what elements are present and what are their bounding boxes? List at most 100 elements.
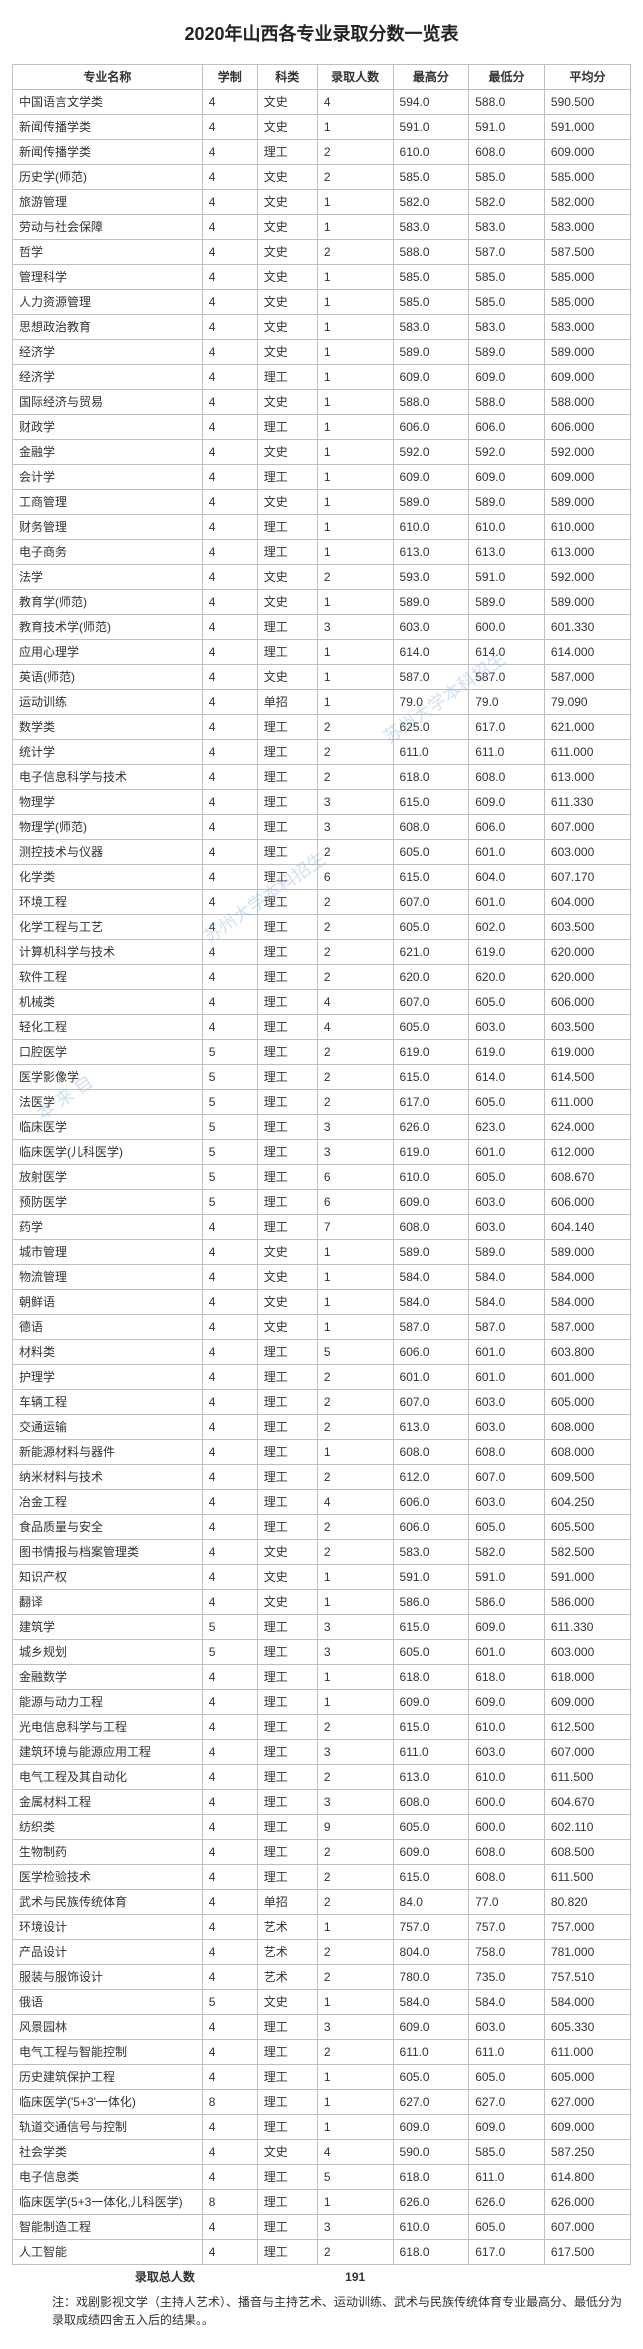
cell: 609.0 xyxy=(469,465,545,490)
cell: 804.0 xyxy=(393,1940,469,1965)
cell: 603.0 xyxy=(469,1490,545,1515)
cell: 4 xyxy=(202,790,257,815)
cell: 理工 xyxy=(257,365,317,390)
cell: 603.0 xyxy=(469,2015,545,2040)
cell: 管理科学 xyxy=(13,265,203,290)
cell: 4 xyxy=(202,190,257,215)
cell: 1 xyxy=(317,690,393,715)
cell: 经济学 xyxy=(13,340,203,365)
cell: 新能源材料与器件 xyxy=(13,1440,203,1465)
cell: 4 xyxy=(317,990,393,1015)
cell: 理工 xyxy=(257,1690,317,1715)
cell: 文史 xyxy=(257,265,317,290)
empty-cell xyxy=(544,2265,630,2290)
cell: 600.0 xyxy=(469,1815,545,1840)
cell: 翻译 xyxy=(13,1590,203,1615)
cell: 1 xyxy=(317,1990,393,2015)
cell: 旅游管理 xyxy=(13,190,203,215)
cell: 理工 xyxy=(257,2190,317,2215)
cell: 文史 xyxy=(257,190,317,215)
cell: 2 xyxy=(317,240,393,265)
table-row: 财务管理4理工1610.0610.0610.000 xyxy=(13,515,631,540)
cell: 3 xyxy=(317,1790,393,1815)
cell: 2 xyxy=(317,940,393,965)
cell: 理工 xyxy=(257,840,317,865)
cell: 2 xyxy=(317,2240,393,2265)
cell: 612.500 xyxy=(544,1715,630,1740)
cell: 618.000 xyxy=(544,1665,630,1690)
cell: 620.0 xyxy=(393,965,469,990)
total-value: 191 xyxy=(317,2265,393,2290)
cell: 611.000 xyxy=(544,2040,630,2065)
cell: 材料类 xyxy=(13,1340,203,1365)
empty-cell xyxy=(393,2265,469,2290)
cell: 591.0 xyxy=(469,1565,545,1590)
cell: 理工 xyxy=(257,1640,317,1665)
cell: 780.0 xyxy=(393,1965,469,1990)
cell: 4 xyxy=(202,165,257,190)
cell: 584.000 xyxy=(544,1290,630,1315)
cell: 591.0 xyxy=(393,1565,469,1590)
cell: 图书情报与档案管理类 xyxy=(13,1540,203,1565)
cell: 618.0 xyxy=(393,1665,469,1690)
cell: 电子信息科学与技术 xyxy=(13,765,203,790)
cell: 603.0 xyxy=(469,1190,545,1215)
cell: 城市管理 xyxy=(13,1240,203,1265)
cell: 4 xyxy=(202,1540,257,1565)
cell: 603.800 xyxy=(544,1340,630,1365)
cell: 615.0 xyxy=(393,1715,469,1740)
cell: 612.0 xyxy=(393,1465,469,1490)
cell: 1 xyxy=(317,1265,393,1290)
cell: 4 xyxy=(202,840,257,865)
cell: 610.0 xyxy=(393,2215,469,2240)
cell: 理工 xyxy=(257,2015,317,2040)
table-row: 能源与动力工程4理工1609.0609.0609.000 xyxy=(13,1690,631,1715)
cell: 4 xyxy=(202,940,257,965)
cell: 617.0 xyxy=(469,715,545,740)
cell: 585.0 xyxy=(393,265,469,290)
cell: 4 xyxy=(317,2140,393,2165)
cell: 2 xyxy=(317,1515,393,1540)
cell: 文史 xyxy=(257,115,317,140)
cell: 历史建筑保护工程 xyxy=(13,2065,203,2090)
cell: 620.000 xyxy=(544,965,630,990)
table-row: 药学4理工7608.0603.0604.140 xyxy=(13,1215,631,1240)
cell: 6 xyxy=(317,865,393,890)
cell: 4 xyxy=(202,1290,257,1315)
cell: 文史 xyxy=(257,215,317,240)
cell: 619.0 xyxy=(393,1040,469,1065)
cell: 582.000 xyxy=(544,190,630,215)
cell: 食品质量与安全 xyxy=(13,1515,203,1540)
cell: 文史 xyxy=(257,1315,317,1340)
table-row: 金属材料工程4理工3608.0600.0604.670 xyxy=(13,1790,631,1815)
cell: 611.000 xyxy=(544,1090,630,1115)
cell: 5 xyxy=(202,1040,257,1065)
table-row: 电子商务4理工1613.0613.0613.000 xyxy=(13,540,631,565)
cell: 607.0 xyxy=(393,1390,469,1415)
cell: 589.0 xyxy=(469,490,545,515)
cell: 理工 xyxy=(257,990,317,1015)
cell: 627.0 xyxy=(393,2090,469,2115)
cell: 文史 xyxy=(257,1540,317,1565)
cell: 2 xyxy=(317,1040,393,1065)
col-count: 录取人数 xyxy=(317,65,393,90)
cell: 软件工程 xyxy=(13,965,203,990)
cell: 2 xyxy=(317,1840,393,1865)
cell: 理工 xyxy=(257,1115,317,1140)
cell: 理工 xyxy=(257,1515,317,1540)
cell: 603.500 xyxy=(544,915,630,940)
cell: 626.0 xyxy=(469,2190,545,2215)
cell: 609.0 xyxy=(469,365,545,390)
cell: 4 xyxy=(202,115,257,140)
cell: 585.0 xyxy=(469,290,545,315)
cell: 583.0 xyxy=(393,315,469,340)
cell: 1 xyxy=(317,1665,393,1690)
cell: 4 xyxy=(202,540,257,565)
cell: 601.0 xyxy=(469,890,545,915)
cell: 604.000 xyxy=(544,890,630,915)
cell: 4 xyxy=(202,265,257,290)
total-row: 录取总人数191 xyxy=(13,2265,631,2290)
cell: 605.0 xyxy=(469,990,545,1015)
cell: 3 xyxy=(317,1115,393,1140)
table-row: 临床医学(儿科医学)5理工3619.0601.0612.000 xyxy=(13,1140,631,1165)
